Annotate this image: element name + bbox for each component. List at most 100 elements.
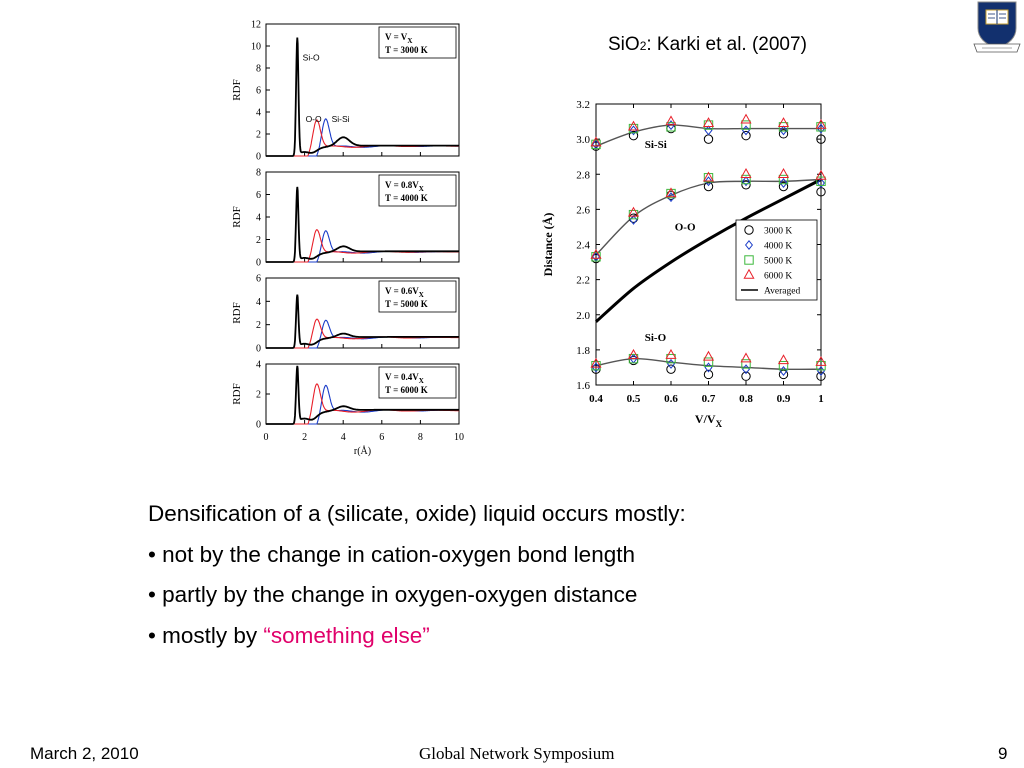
legend-entry-label: Averaged bbox=[764, 287, 800, 297]
rdf-ylabel: RDF bbox=[231, 79, 243, 100]
data-point-6000k bbox=[665, 187, 677, 198]
rdf-ytick-label: 6 bbox=[256, 274, 261, 285]
bullet-oo-distance: • partly by the change in oxygen-oxygen … bbox=[148, 582, 638, 607]
legend-entry-label: 4000 K bbox=[764, 242, 792, 252]
distance-ytick-label: 2.2 bbox=[576, 275, 590, 287]
rdf-ylabel: RDF bbox=[231, 383, 243, 404]
rdf-state-volume: V = 0.6VX bbox=[385, 286, 424, 299]
page-number: 9 bbox=[998, 744, 1008, 763]
distance-ytick-label: 1.8 bbox=[576, 345, 590, 357]
distance-group-label: O-O bbox=[675, 221, 696, 233]
data-point-6000k bbox=[590, 357, 602, 368]
rdf-ytick-label: 4 bbox=[256, 108, 261, 119]
rdf-ytick-label: 2 bbox=[256, 130, 261, 141]
data-point-4000k bbox=[816, 178, 826, 189]
legend-entry-label: 5000 K bbox=[764, 257, 792, 267]
data-point-3000k bbox=[741, 130, 751, 141]
data-point-3000k bbox=[666, 364, 676, 374]
data-point-4000k bbox=[704, 176, 713, 187]
data-point-6000k bbox=[627, 120, 640, 131]
legend-entry-label: 6000 K bbox=[764, 272, 792, 282]
data-point-6000k bbox=[777, 168, 790, 178]
data-point-6000k bbox=[815, 169, 827, 180]
data-point-5000k bbox=[744, 255, 754, 265]
distance-ytick-label: 3.2 bbox=[576, 99, 590, 111]
rdf-xtick-label: 2 bbox=[302, 432, 307, 443]
distance-averaged-line bbox=[595, 178, 822, 323]
rdf-curve-sio bbox=[266, 186, 459, 263]
distance-ytick-label: 2.6 bbox=[576, 204, 590, 216]
citation-formula-subscript: 2 bbox=[639, 39, 647, 53]
rdf-curve-sio bbox=[266, 37, 459, 157]
distance-fit-line-SiSi bbox=[595, 124, 821, 147]
rdf-state-volume: V = 0.8VX bbox=[385, 180, 424, 193]
rdf-ytick-label: 4 bbox=[256, 360, 261, 371]
data-point-4000k bbox=[666, 358, 676, 369]
rdf-state-volume: V = 0.4VX bbox=[385, 372, 424, 385]
rdf-curve-sio bbox=[266, 294, 459, 349]
data-point-4000k bbox=[666, 120, 676, 131]
rdf-state-temperature: T = 6000 K bbox=[385, 385, 428, 395]
data-point-4000k bbox=[816, 123, 826, 134]
rdf-xtick-label: 8 bbox=[418, 432, 423, 443]
distance-xtick-label: 0.9 bbox=[777, 393, 791, 405]
rdf-ytick-label: 6 bbox=[256, 190, 261, 201]
bullet-prefix: • mostly by bbox=[148, 622, 264, 648]
data-point-4000k bbox=[741, 176, 751, 187]
rdf-ytick-label: 4 bbox=[256, 297, 261, 308]
distance-ytick-label: 2.4 bbox=[576, 240, 590, 252]
distance-ytick-label: 1.6 bbox=[576, 380, 590, 392]
data-point-6000k bbox=[665, 348, 677, 359]
data-point-6000k bbox=[743, 268, 755, 279]
data-point-6000k bbox=[590, 248, 602, 259]
open-quote: “ bbox=[263, 622, 271, 648]
distance-xtick-label: 0.8 bbox=[739, 393, 753, 405]
rdf-ytick-label: 2 bbox=[256, 235, 261, 246]
distance-ytick-label: 2.8 bbox=[576, 169, 590, 181]
distance-group-label: Si-Si bbox=[645, 139, 667, 151]
rdf-ytick-label: 2 bbox=[256, 320, 261, 331]
rdf-ytick-label: 4 bbox=[256, 213, 261, 224]
rdf-state-temperature: T = 5000 K bbox=[385, 299, 428, 309]
close-quote: ” bbox=[422, 622, 430, 648]
data-point-4000k bbox=[704, 125, 713, 136]
bullet-intro: Densification of a (silicate, oxide) liq… bbox=[148, 501, 686, 526]
data-point-6000k bbox=[740, 113, 752, 124]
data-point-4000k bbox=[741, 125, 751, 136]
data-point-3000k bbox=[741, 371, 751, 381]
rdf-state-box bbox=[378, 174, 457, 207]
rdf-ytick-label: 8 bbox=[256, 168, 261, 179]
data-point-6000k bbox=[702, 117, 715, 128]
footer-date: March 2, 2010 bbox=[30, 744, 139, 763]
rdf-curve-label: Si-O bbox=[303, 52, 320, 62]
distance-xtick-label: 0.5 bbox=[627, 393, 641, 405]
rdf-ytick-label: 8 bbox=[256, 64, 261, 75]
data-point-3000k bbox=[744, 225, 754, 235]
data-point-4000k bbox=[744, 239, 754, 251]
data-point-3000k bbox=[628, 130, 639, 141]
data-point-5000k bbox=[666, 122, 676, 132]
university-crest-logo bbox=[973, 1, 1021, 53]
rdf-panel-frame-2 bbox=[265, 277, 460, 349]
data-point-6000k bbox=[590, 136, 602, 147]
data-point-4000k bbox=[591, 362, 601, 373]
rdf-ytick-label: 0 bbox=[256, 420, 261, 431]
rdf-xtick-label: 0 bbox=[264, 432, 269, 443]
distance-ytick-label: 3.0 bbox=[576, 134, 590, 146]
data-point-3000k bbox=[816, 134, 826, 144]
rdf-ytick-label: 12 bbox=[251, 20, 261, 31]
data-point-5000k bbox=[778, 360, 789, 371]
data-point-6000k bbox=[740, 168, 752, 178]
distance-ytick-label: 2.0 bbox=[576, 310, 590, 322]
rdf-state-box bbox=[378, 280, 457, 313]
data-point-4000k bbox=[629, 125, 638, 136]
distance-xtick-label: 0.6 bbox=[664, 393, 678, 405]
data-point-4000k bbox=[779, 178, 788, 189]
data-point-6000k bbox=[740, 352, 752, 363]
legend-entry-label: 3000 K bbox=[764, 227, 792, 237]
data-point-4000k bbox=[666, 192, 676, 203]
rdf-curve-label: Si-Si bbox=[332, 114, 350, 124]
distance-xtick-label: 1 bbox=[818, 393, 824, 405]
rdf-ytick-label: 6 bbox=[256, 86, 261, 97]
rdf-ytick-label: 0 bbox=[256, 152, 261, 163]
